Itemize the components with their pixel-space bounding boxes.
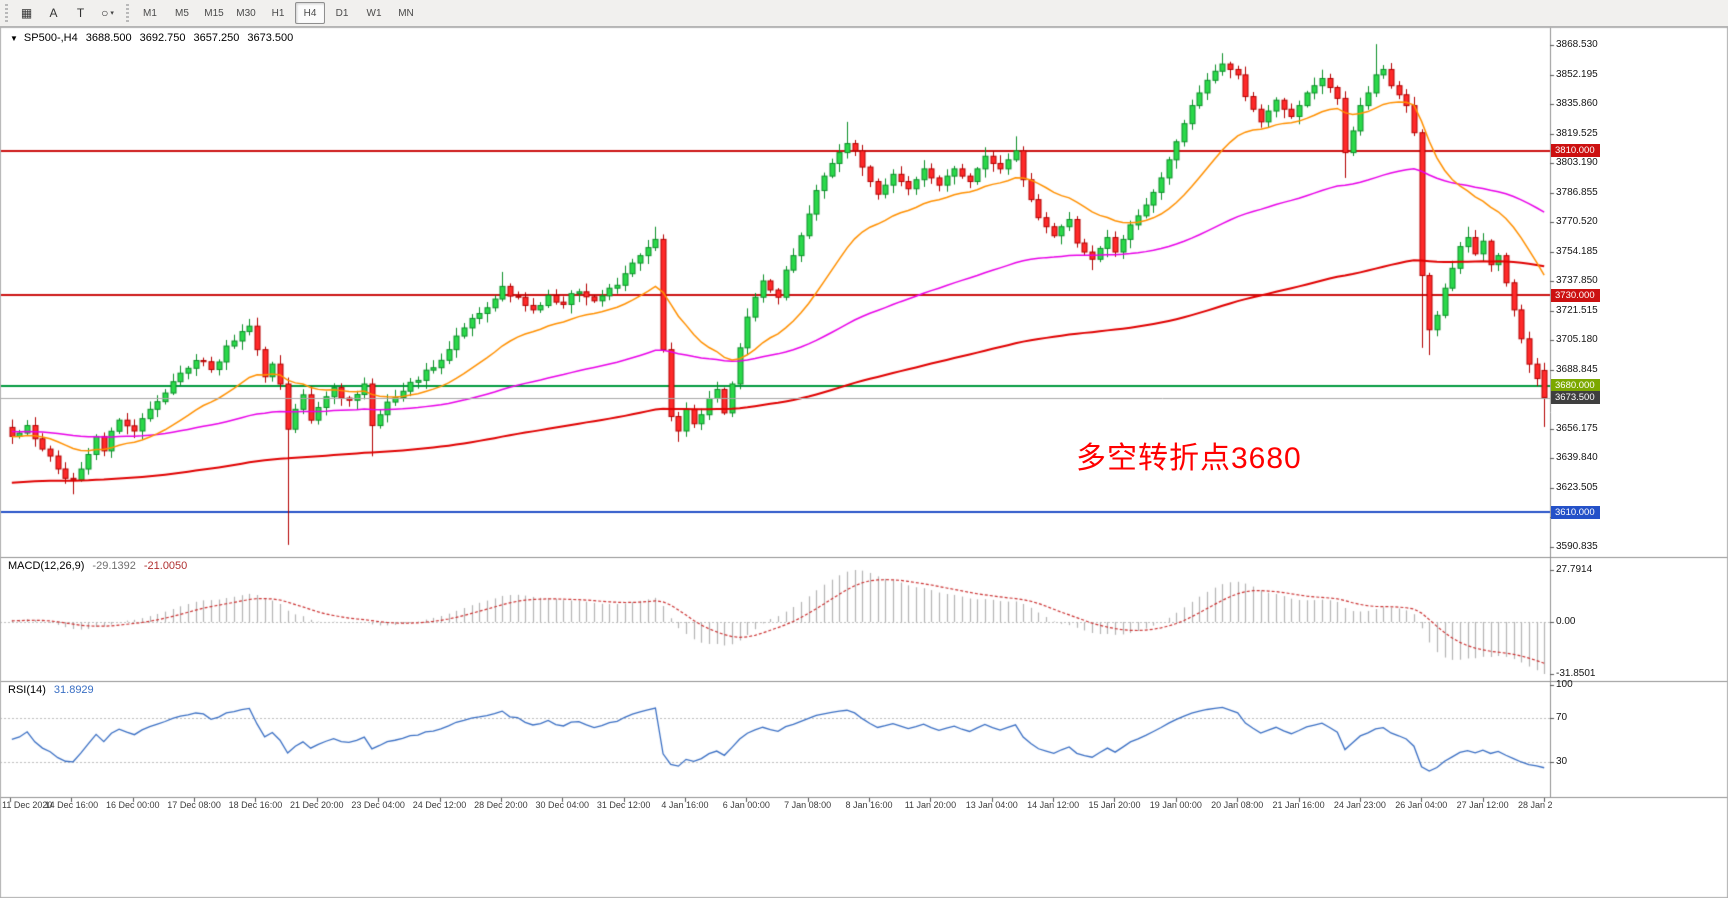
chart-grid-icon[interactable]: ▦ bbox=[20, 6, 33, 20]
time-axis-label: 26 Jan 04:00 bbox=[1395, 800, 1448, 810]
time-axis-label: 8 Jan 16:00 bbox=[845, 800, 893, 810]
price-axis-label: 3786.855 bbox=[1556, 186, 1598, 198]
timeframe-m30-button[interactable]: M30 bbox=[236, 7, 256, 19]
time-axis-label: 14 Jan 12:00 bbox=[1027, 800, 1080, 810]
time-axis-label: 11 Jan 20:00 bbox=[904, 800, 957, 810]
macd-header: MACD(12,26,9) -29.1392 -21.0050 bbox=[8, 560, 187, 572]
price-axis-label: 3737.850 bbox=[1556, 275, 1598, 287]
price-axis-label: 3656.175 bbox=[1556, 422, 1598, 434]
chart-area: ▼ SP500-,H4 3688.500 3692.750 3657.250 3… bbox=[0, 27, 1728, 898]
time-axis-label: 17 Dec 08:00 bbox=[167, 800, 221, 810]
price-badge-3730-000: 3730.000 bbox=[1551, 288, 1600, 302]
rsi-value: 31.8929 bbox=[53, 684, 94, 696]
time-axis-label: 4 Jan 16:00 bbox=[661, 800, 709, 810]
time-axis-label: 31 Dec 12:00 bbox=[596, 800, 651, 810]
price-axis-label: 3688.845 bbox=[1556, 363, 1598, 375]
time-axis-label: 11 Dec 2020 bbox=[2, 800, 53, 810]
macd-axis-label: -31.8501 bbox=[1556, 668, 1596, 679]
ohlc-low: 3657.250 bbox=[193, 32, 240, 44]
timeframe-w1-button[interactable]: W1 bbox=[366, 7, 382, 19]
time-axis-label: 14 Dec 16:00 bbox=[44, 800, 99, 810]
macd-signal-value: -21.0050 bbox=[143, 560, 188, 572]
time-axis-label: 15 Jan 20:00 bbox=[1088, 800, 1141, 810]
time-axis-label: 28 Dec 20:00 bbox=[474, 800, 528, 810]
macd-main-value: -29.1392 bbox=[92, 560, 136, 572]
shapes-dropdown-icon[interactable]: ○ ▾ bbox=[101, 6, 114, 20]
price-axis-label: 3852.195 bbox=[1556, 68, 1598, 80]
rsi-axis-label: 70 bbox=[1556, 712, 1568, 723]
time-axis-label: 7 Jan 08:00 bbox=[784, 800, 832, 810]
macd-axis-label: 27.7914 bbox=[1556, 564, 1593, 575]
time-axis-label: 28 Jan 20:00 bbox=[1517, 800, 1552, 810]
price-axis-badges: 3810.000 3730.000 3680.000 3673.500 3610.000 bbox=[1551, 27, 1671, 898]
time-axis-label: 6 Jan 00:00 bbox=[722, 800, 770, 810]
rsi-header: RSI(14) 31.8929 bbox=[8, 684, 94, 696]
time-axis-label: 24 Jan 23:00 bbox=[1333, 800, 1386, 810]
time-axis-label: 21 Dec 20:00 bbox=[290, 800, 344, 810]
timeframe-m1-button[interactable]: M1 bbox=[143, 7, 157, 19]
timeframe-h1-button[interactable]: H1 bbox=[271, 7, 285, 19]
toolbar-grip[interactable] bbox=[5, 4, 8, 22]
time-axis-label: 23 Dec 04:00 bbox=[351, 800, 405, 810]
time-axis[interactable]: 11 Dec 2020 14 Dec 16:00 16 Dec 00:00 17 De… bbox=[0, 800, 1552, 816]
rsi-axis-label: 30 bbox=[1556, 756, 1568, 767]
price-axis-label: 3639.840 bbox=[1556, 452, 1598, 464]
tool-button-group: ▦ A T ○ ▾ bbox=[13, 1, 121, 25]
time-axis-label: 21 Jan 16:00 bbox=[1272, 800, 1325, 810]
ohlc-close: 3673.500 bbox=[247, 32, 294, 44]
time-axis-label: 27 Jan 12:00 bbox=[1456, 800, 1509, 810]
rsi-title: RSI(14) bbox=[8, 684, 46, 696]
macd-axis-label: 0.00 bbox=[1556, 616, 1576, 627]
price-axis-label: 3705.180 bbox=[1556, 334, 1598, 346]
price-axis-label: 3835.860 bbox=[1556, 98, 1598, 110]
timeframe-m15-button[interactable]: M15 bbox=[204, 7, 224, 19]
caret-down-icon: ▾ bbox=[110, 10, 114, 17]
chevron-down-icon[interactable]: ▼ bbox=[10, 33, 18, 43]
macd-axis: 27.7914 0.00 -31.8501 bbox=[1556, 27, 1676, 898]
ohlc-open: 3688.500 bbox=[85, 32, 132, 44]
timeframe-d1-button[interactable]: D1 bbox=[335, 7, 349, 19]
time-axis-label: 16 Dec 00:00 bbox=[105, 800, 160, 810]
text-tool-icon[interactable]: T bbox=[76, 6, 85, 20]
price-axis-label: 3721.515 bbox=[1556, 304, 1598, 316]
cursor-a-icon[interactable]: A bbox=[49, 6, 58, 20]
macd-title: MACD(12,26,9) bbox=[8, 560, 85, 572]
price-axis-label: 3819.525 bbox=[1556, 127, 1598, 139]
price-axis-label: 3868.530 bbox=[1556, 39, 1598, 50]
price-axis-label: 3623.505 bbox=[1556, 481, 1598, 493]
price-badge-3810-000: 3810.000 bbox=[1551, 144, 1600, 158]
time-axis-label: 19 Jan 00:00 bbox=[1149, 800, 1202, 810]
time-axis-label: 24 Dec 12:00 bbox=[412, 800, 467, 810]
time-axis-label: 20 Jan 08:00 bbox=[1211, 800, 1264, 810]
price-chart-canvas[interactable] bbox=[0, 27, 1728, 898]
toolbar: ▦ A T ○ ▾ M1 M5 M15 M30 H1 H4 D1 W1 MN bbox=[0, 0, 1728, 27]
timeframe-button-group: M1 M5 M15 M30 H1 H4 D1 W1 MN bbox=[134, 2, 422, 24]
timeframe-m5-button[interactable]: M5 bbox=[175, 7, 189, 19]
price-axis-label: 3803.190 bbox=[1556, 157, 1598, 169]
timeframe-h4-button[interactable]: H4 bbox=[295, 2, 325, 24]
chart-annotation-text[interactable]: 多空转折点3680 bbox=[1076, 442, 1302, 475]
price-badge-3673-500: 3673.500 bbox=[1551, 391, 1600, 405]
rsi-axis-label: 100 bbox=[1556, 679, 1573, 690]
toolbar-grip[interactable] bbox=[126, 4, 129, 22]
time-axis-label: 13 Jan 04:00 bbox=[965, 800, 1018, 810]
price-axis-label: 3590.835 bbox=[1556, 540, 1598, 552]
timeframe-mn-button[interactable]: MN bbox=[398, 7, 414, 19]
time-axis-label: 30 Dec 04:00 bbox=[535, 800, 590, 810]
price-axis-label: 3754.185 bbox=[1556, 245, 1598, 257]
rsi-axis: 100 70 30 bbox=[1556, 27, 1676, 898]
price-axis-label: 3770.520 bbox=[1556, 216, 1598, 228]
symbol-name: SP500-,H4 bbox=[23, 32, 78, 44]
time-axis-label: 18 Dec 16:00 bbox=[228, 800, 283, 810]
symbol-ohlc-line: ▼ SP500-,H4 3688.500 3692.750 3657.250 3… bbox=[10, 32, 293, 44]
price-badge-3680-000: 3680.000 bbox=[1551, 379, 1600, 393]
price-badge-3610-000: 3610.000 bbox=[1551, 505, 1600, 519]
ohlc-high: 3692.750 bbox=[139, 32, 186, 44]
